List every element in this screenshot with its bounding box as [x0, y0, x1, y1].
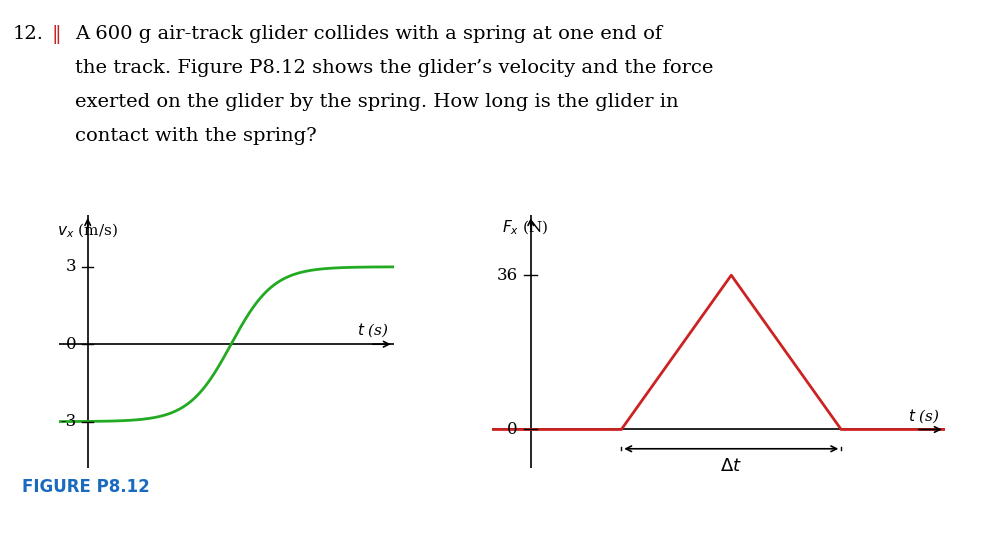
Text: $F_x$ (N): $F_x$ (N) [503, 219, 549, 237]
Text: 3: 3 [66, 258, 76, 275]
Text: $v_x$ (m/s): $v_x$ (m/s) [57, 222, 118, 240]
Text: 0: 0 [507, 421, 518, 438]
Text: 0: 0 [66, 336, 76, 353]
Text: ‖: ‖ [52, 25, 62, 44]
Text: $t$ (s): $t$ (s) [907, 407, 940, 425]
Text: A 600 g air-track glider collides with a spring at one end of: A 600 g air-track glider collides with a… [75, 25, 662, 43]
Text: $\Delta t$: $\Delta t$ [720, 457, 742, 476]
Text: contact with the spring?: contact with the spring? [75, 127, 317, 145]
Text: the track. Figure P8.12 shows the glider’s velocity and the force: the track. Figure P8.12 shows the glider… [75, 59, 713, 77]
Text: exerted on the glider by the spring. How long is the glider in: exerted on the glider by the spring. How… [75, 93, 679, 111]
Text: 12.: 12. [13, 25, 44, 43]
Text: 36: 36 [497, 267, 518, 284]
Text: $t$ (s): $t$ (s) [357, 321, 389, 338]
Text: -3: -3 [60, 413, 76, 430]
Text: FIGURE P8.12: FIGURE P8.12 [22, 478, 150, 496]
